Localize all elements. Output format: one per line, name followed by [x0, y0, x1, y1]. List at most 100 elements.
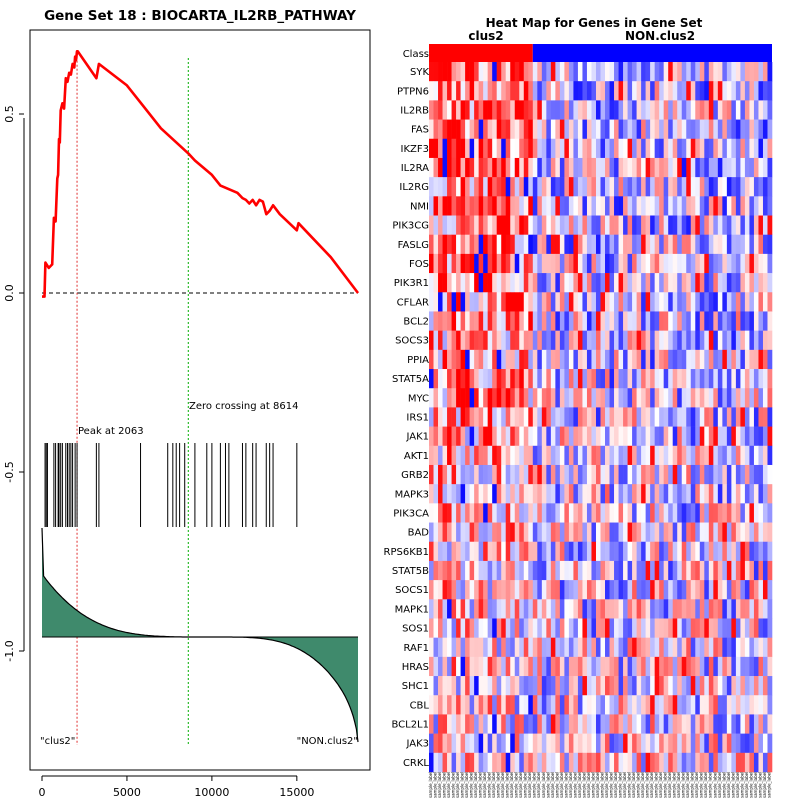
heatmap-cell [496, 618, 502, 638]
heatmap-cell [659, 714, 664, 734]
heatmap-cell [429, 714, 434, 734]
heatmap-cell [492, 157, 497, 178]
heatmap-cell [609, 503, 615, 523]
heatmap-cell [483, 522, 488, 543]
heatmap-cell [609, 138, 615, 159]
heatmap-cell [559, 580, 565, 600]
sample-label: sample_label [478, 772, 483, 798]
heatmap-cell [713, 138, 719, 159]
heatmap-cell [568, 157, 574, 178]
heatmap-cell [469, 752, 475, 773]
heatmap-cell [686, 311, 692, 331]
heatmap-cell [744, 81, 750, 101]
heatmap-cell [609, 157, 615, 178]
heatmap-cell [586, 580, 592, 600]
heatmap-cell [713, 292, 719, 312]
heatmap-cell [555, 330, 561, 351]
heatmap-cell [460, 445, 466, 466]
heatmap-cell [501, 484, 507, 504]
heatmap-cell [668, 100, 674, 120]
heatmap-cell [740, 388, 746, 408]
heatmap-cell [429, 560, 434, 581]
heatmap-cell [514, 733, 520, 754]
heatmap-cell [595, 196, 601, 216]
heatmap-cell [605, 196, 610, 216]
heatmap-cell [438, 637, 443, 658]
heatmap-cell [740, 522, 746, 543]
heatmap-cell [514, 714, 520, 734]
heatmap-cell [744, 273, 750, 293]
heatmap-cell [677, 560, 683, 581]
heatmap-cell [568, 330, 574, 351]
heatmap-cell [749, 445, 755, 466]
heatmap-cell [523, 637, 529, 658]
heatmap-cell [438, 330, 443, 351]
heatmap-cell [528, 234, 534, 255]
heatmap-cell [559, 484, 565, 504]
heatmap-cell [758, 484, 764, 504]
sample-label: sample_label [766, 772, 771, 798]
heatmap-cell [433, 676, 439, 696]
heatmap-cell [744, 119, 750, 140]
heatmap-cell [433, 292, 439, 312]
class-bar-non-clus2 [532, 44, 772, 62]
heatmap-cell [641, 369, 646, 389]
heatmap-cell [564, 599, 570, 619]
heatmap-cell [514, 177, 520, 197]
heatmap-cell [537, 100, 543, 120]
heatmap-cell [595, 388, 601, 408]
heatmap-cell [740, 330, 746, 351]
heatmap-cell [672, 330, 678, 351]
heatmap-cell [469, 215, 475, 235]
heatmap-cell [532, 637, 538, 658]
heatmap-cell [632, 599, 637, 619]
heatmap-cell [595, 656, 601, 677]
heatmap-cell [456, 292, 461, 312]
heatmap-cell [654, 656, 660, 677]
heatmap-cell [582, 273, 588, 293]
heatmap-cell [717, 676, 723, 696]
heatmap-cell [704, 196, 710, 216]
heatmap-cell [460, 177, 466, 197]
heatmap-cell [641, 464, 646, 485]
heatmap-cell [753, 119, 759, 140]
heatmap-cell [469, 503, 475, 523]
heatmap-cell [713, 253, 719, 274]
heatmap-cell [663, 637, 669, 658]
heatmap-cell [514, 503, 520, 523]
heatmap-cell [623, 484, 628, 504]
heatmap-cell [740, 349, 746, 370]
heatmap-cell [627, 100, 633, 120]
heatmap-cell [605, 311, 610, 331]
heatmap-cell [550, 119, 556, 140]
heatmap-cell [447, 580, 452, 600]
heatmap-cell [474, 138, 479, 159]
heatmap-cell [722, 81, 728, 101]
heatmap-cell [749, 695, 755, 715]
heatmap-cell [474, 733, 479, 754]
heatmap-cell [663, 522, 669, 543]
heatmap-cell [614, 215, 619, 235]
heatmap-cell [519, 656, 525, 677]
heatmap-cell [618, 119, 624, 140]
heatmap-cell [695, 100, 701, 120]
heatmap-cell [708, 464, 714, 485]
heatmap-cell [753, 81, 759, 101]
heatmap-cell [541, 503, 547, 523]
heatmap-cell [614, 676, 619, 696]
heatmap-cell [586, 138, 592, 159]
heatmap-cell [614, 503, 619, 523]
heatmap-cell [627, 464, 633, 485]
heatmap-cell [537, 676, 543, 696]
heatmap-cell [690, 138, 696, 159]
heatmap-cell [582, 445, 588, 466]
heatmap-cell [677, 541, 683, 562]
sample-label: sample_label [518, 772, 523, 798]
heatmap-cell [605, 253, 610, 274]
heatmap-cell [460, 273, 466, 293]
heatmap-cell [505, 369, 511, 389]
heatmap-cell [537, 618, 543, 638]
heatmap-cell [758, 119, 764, 140]
heatmap-cell [605, 234, 610, 255]
